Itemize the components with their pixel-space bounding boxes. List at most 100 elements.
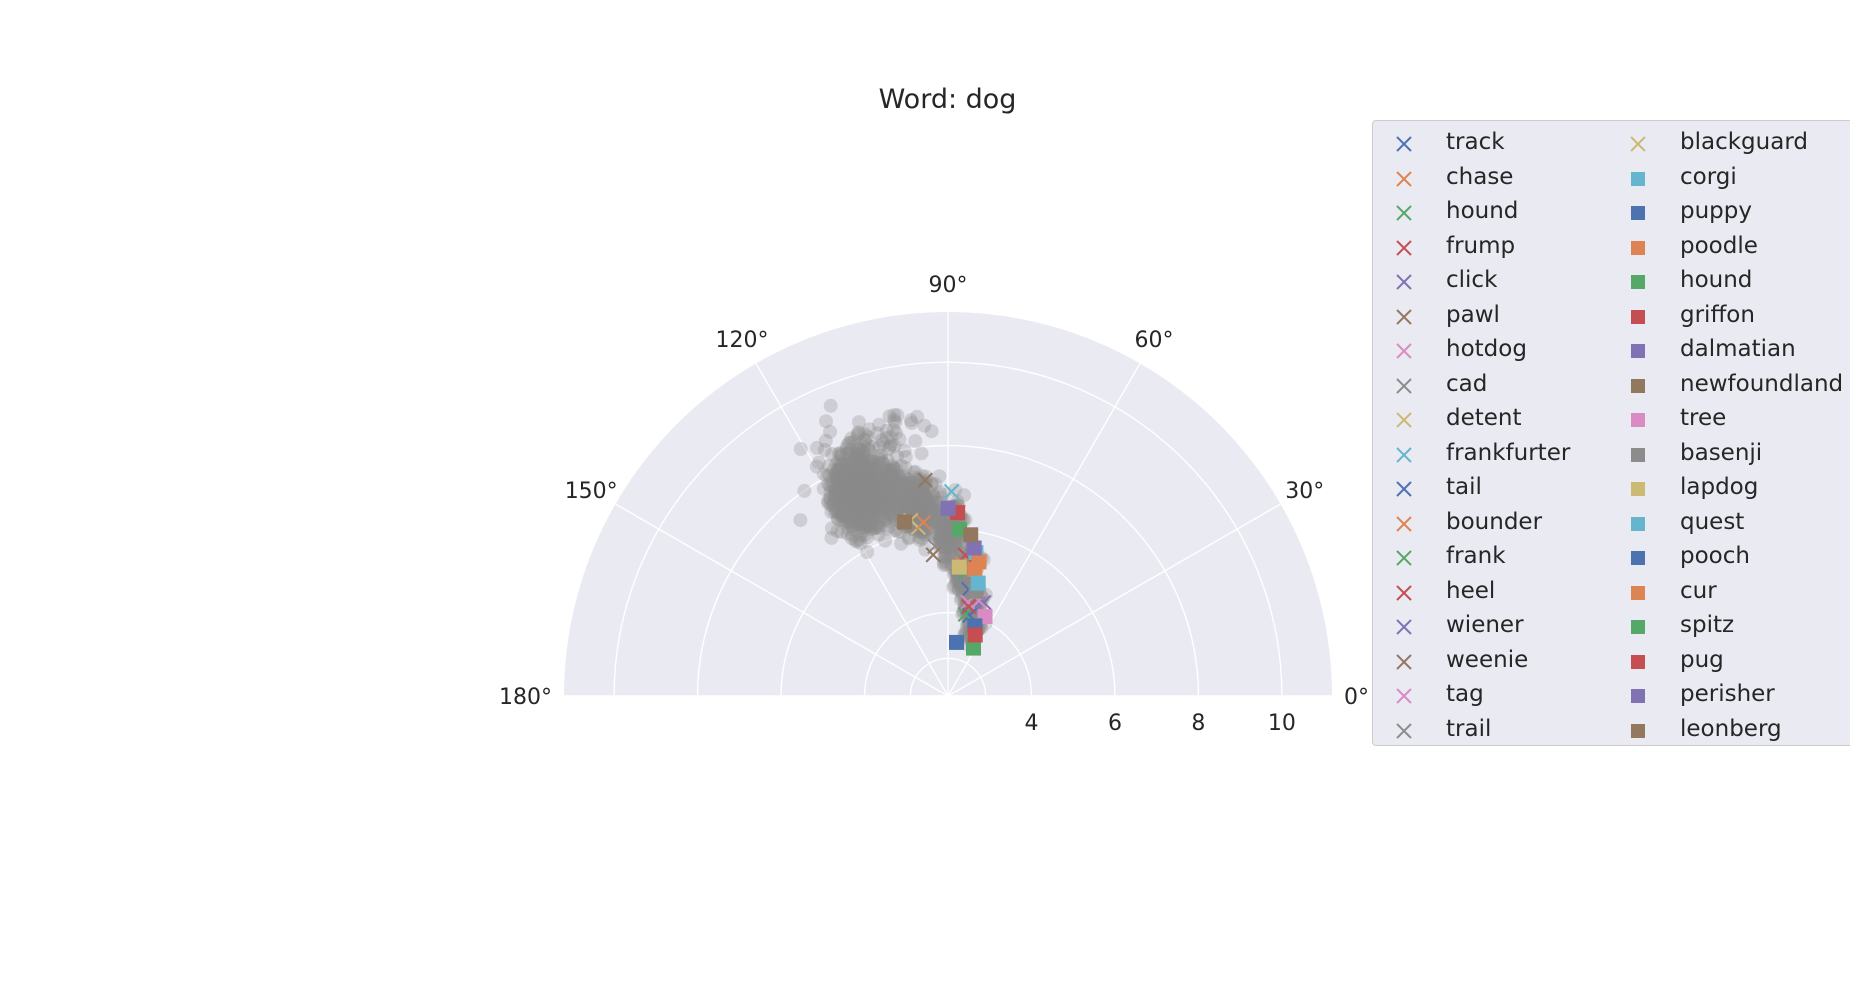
r-tick-label: 8: [1191, 711, 1205, 736]
cloud-point: [909, 501, 924, 516]
cloud-point: [866, 473, 881, 488]
x-marker-icon: [1396, 653, 1412, 670]
legend-entry: bounder: [1373, 507, 1603, 541]
cloud-point: [850, 489, 865, 503]
cloud-point: [839, 497, 854, 512]
cloud-point: [857, 486, 871, 501]
cloud-point: [880, 490, 895, 505]
cloud-point: [836, 489, 850, 504]
cloud-point: [906, 465, 921, 480]
legend-entry: click: [1373, 265, 1603, 299]
cloud-point: [849, 482, 864, 497]
cloud-point: [839, 500, 854, 515]
cloud-point: [900, 492, 915, 507]
cloud-point: [851, 469, 866, 484]
cloud-point: [860, 487, 875, 502]
legend-entry: newfoundland: [1607, 369, 1843, 403]
cloud-point: [857, 502, 872, 517]
cloud-point: [854, 503, 869, 518]
cloud-point: [851, 488, 866, 503]
square-marker-icon: [1631, 240, 1645, 255]
marker-lapdog: [951, 559, 967, 575]
legend-label: pawl: [1446, 301, 1500, 328]
cloud-point: [879, 463, 894, 478]
cloud-point: [917, 498, 932, 513]
cloud-point: [925, 499, 940, 514]
cloud-point: [860, 530, 875, 545]
cloud-point: [862, 508, 877, 523]
cloud-point: [845, 495, 860, 509]
cloud-point: [839, 494, 854, 509]
cloud-point: [845, 519, 860, 534]
cloud-point: [918, 498, 932, 513]
cloud-point: [833, 482, 848, 497]
cloud-point: [862, 501, 877, 516]
cloud-point: [873, 480, 888, 495]
cloud-point: [873, 471, 888, 486]
cloud-point: [925, 526, 940, 541]
cloud-point: [872, 491, 886, 506]
cloud-point: [855, 494, 870, 509]
cloud-point: [849, 491, 864, 506]
cloud-point: [912, 501, 927, 516]
cloud-point: [880, 497, 895, 512]
cloud-point: [875, 510, 890, 525]
cloud-point: [793, 442, 808, 456]
cloud-point: [862, 472, 877, 487]
cloud-point: [852, 494, 867, 509]
cloud-point: [858, 505, 873, 520]
cloud-point: [846, 484, 861, 499]
legend-label: detent: [1446, 405, 1522, 431]
cloud-point: [864, 491, 879, 506]
cloud-point: [843, 488, 858, 503]
cloud-point: [871, 470, 886, 485]
cloud-point: [838, 509, 853, 524]
cloud-point: [849, 468, 863, 483]
cloud-point: [887, 488, 901, 503]
cloud-point: [844, 470, 859, 485]
cloud-point: [829, 487, 844, 502]
cloud-point: [897, 471, 912, 485]
cloud-point: [811, 455, 826, 470]
cloud-point: [912, 530, 927, 545]
cloud-point: [883, 463, 898, 478]
marker-newfoundland: [897, 514, 913, 530]
cloud-point: [862, 484, 877, 499]
cloud-point: [862, 490, 877, 505]
cloud-point: [895, 488, 909, 503]
cloud-point: [848, 515, 863, 529]
cloud-point: [835, 457, 850, 472]
cloud-point: [872, 456, 887, 471]
cloud-point: [867, 488, 881, 503]
cloud-point: [835, 499, 850, 514]
cloud-point: [944, 536, 959, 551]
cloud-point: [836, 491, 851, 506]
cloud-point: [846, 502, 861, 517]
cloud-point: [852, 484, 867, 499]
cloud-point: [869, 482, 884, 497]
cloud-point: [847, 446, 862, 461]
cloud-point: [850, 497, 865, 511]
cloud-point: [874, 499, 889, 514]
cloud-point: [833, 457, 848, 472]
cloud-point: [836, 504, 851, 519]
cloud-point: [843, 474, 858, 489]
x-marker-icon: [1396, 205, 1412, 221]
cloud-point: [911, 499, 926, 514]
cloud-point: [926, 490, 941, 505]
cloud-point: [872, 521, 887, 536]
cloud-point: [823, 498, 838, 513]
cloud-point: [835, 457, 850, 472]
cloud-point: [865, 464, 880, 479]
cloud-point: [864, 470, 879, 485]
cloud-point: [864, 497, 879, 512]
cloud-point: [888, 475, 903, 490]
cloud-point: [888, 486, 902, 500]
cloud-point: [909, 502, 924, 517]
cloud-point: [870, 468, 885, 483]
cloud-point: [844, 460, 859, 475]
cloud-point: [854, 521, 869, 535]
legend-label: pug: [1680, 646, 1724, 673]
cloud-point: [856, 487, 871, 502]
cloud-point: [946, 540, 961, 555]
